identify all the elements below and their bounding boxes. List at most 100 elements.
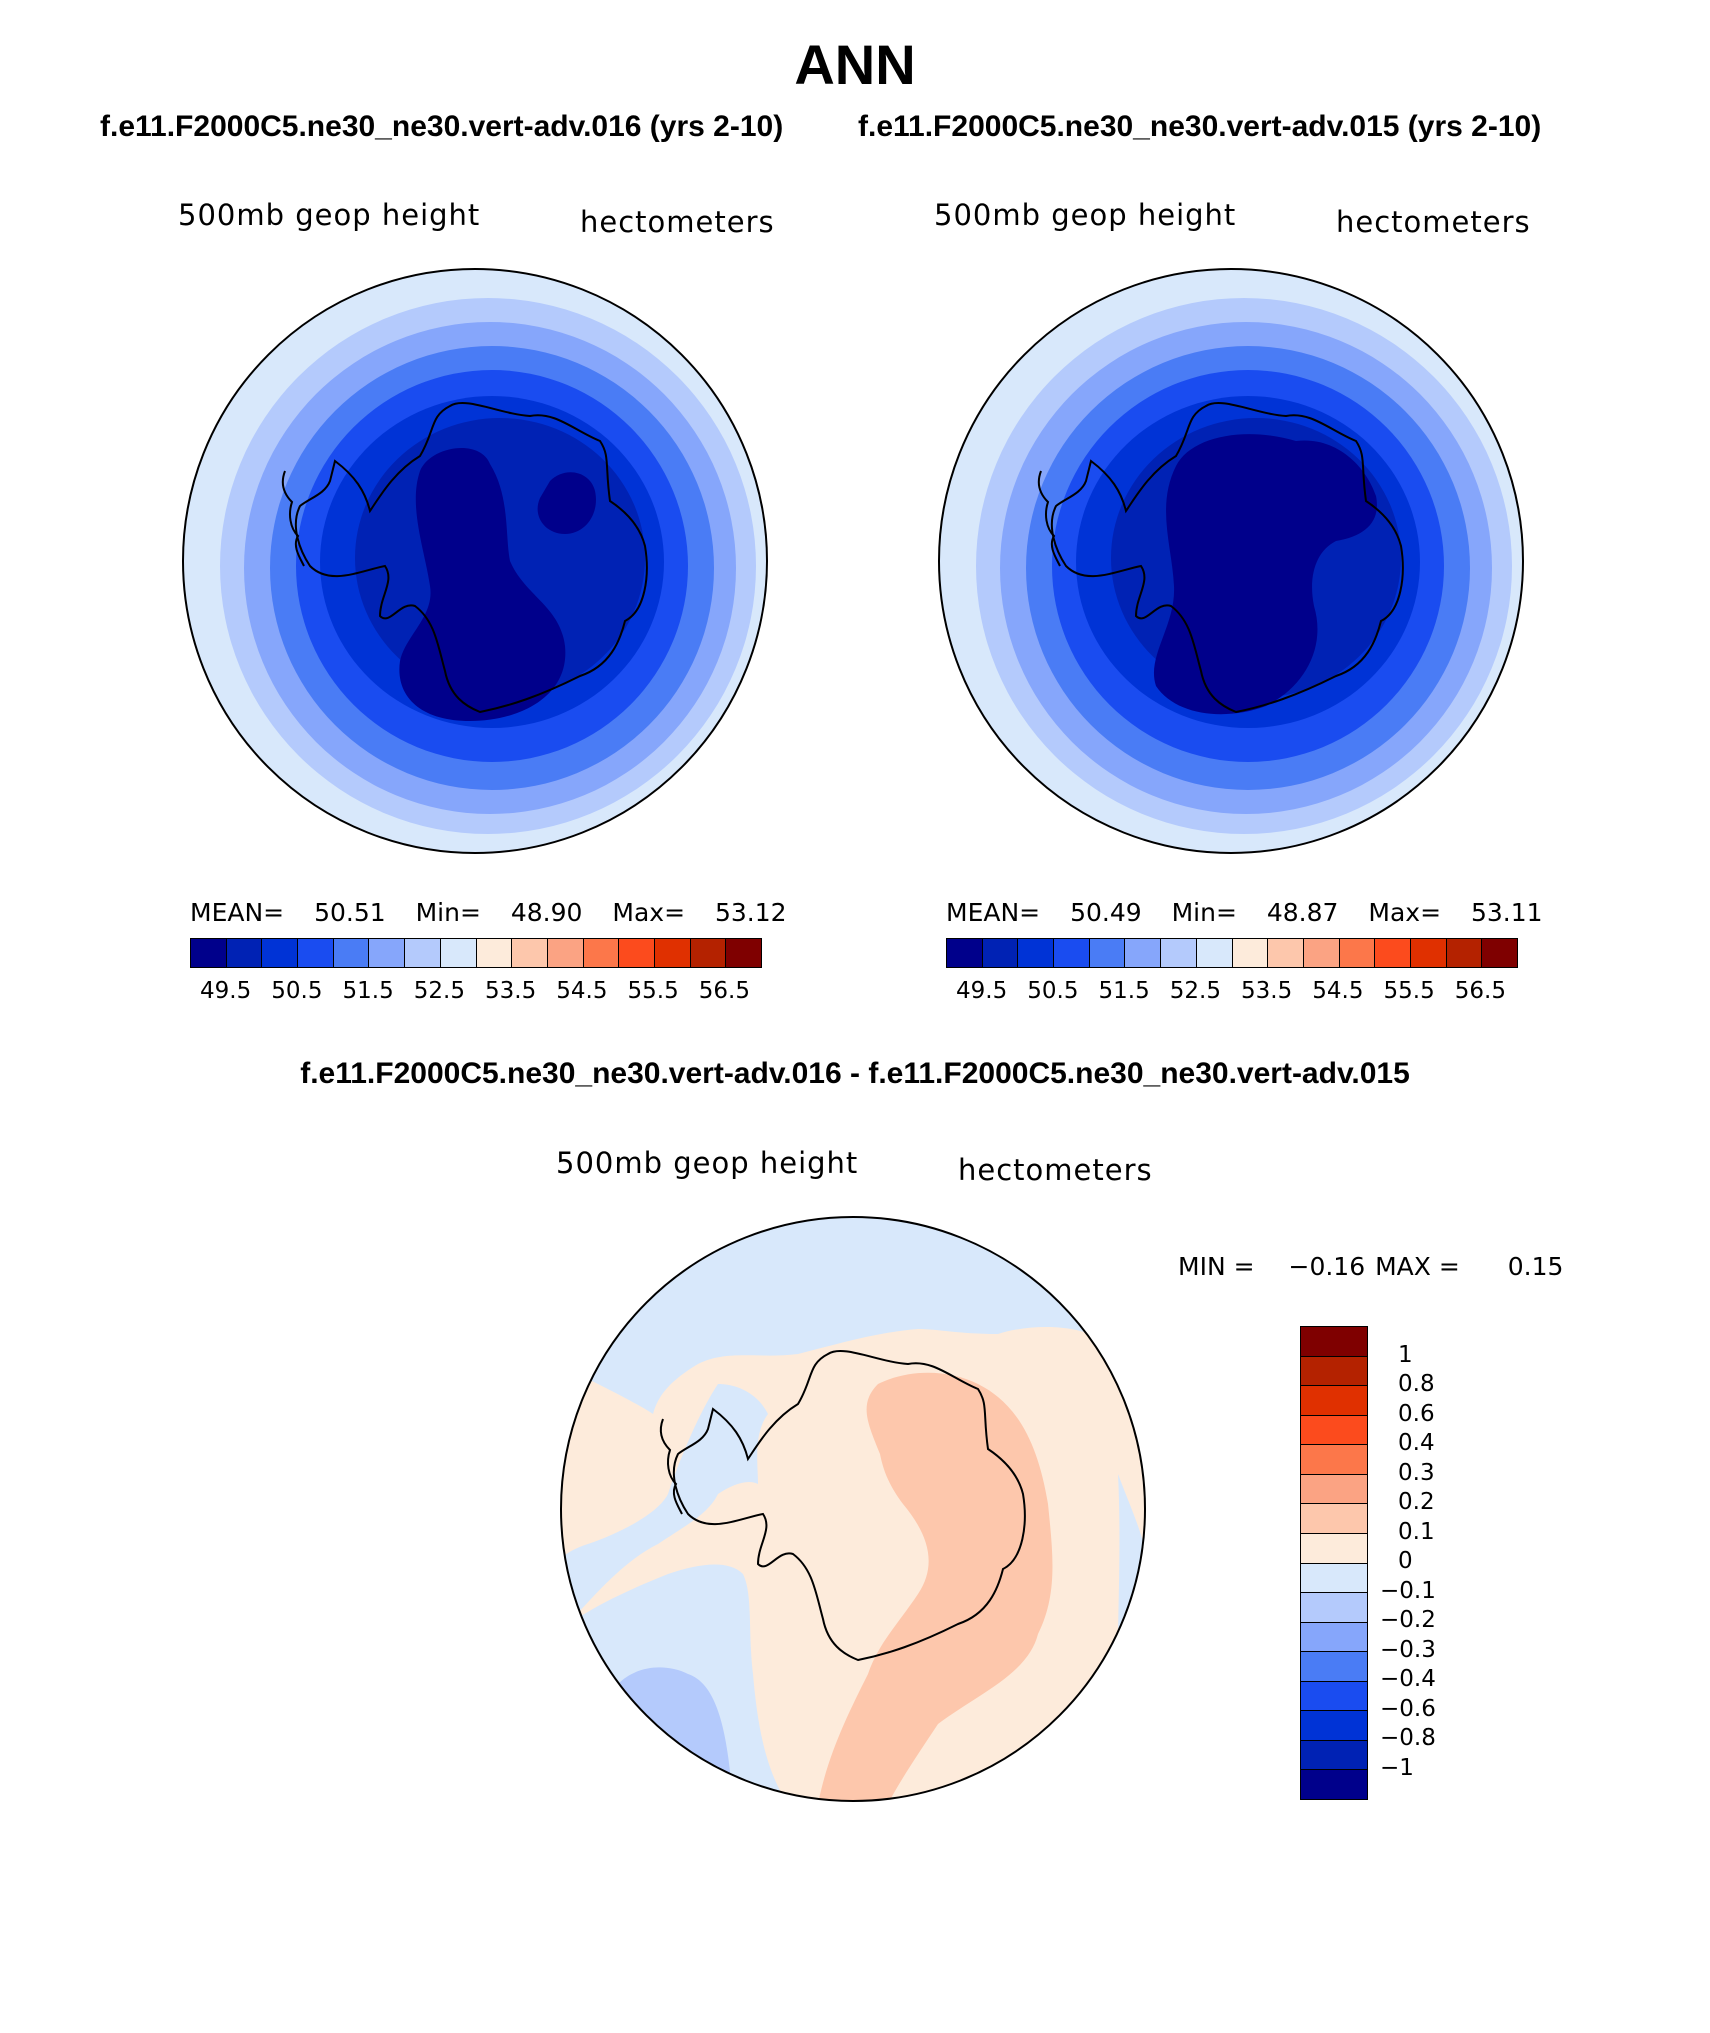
right-mean-label: MEAN=: [946, 898, 1041, 927]
right-colorbar-swatch: [1482, 939, 1517, 967]
left-colorbar-swatch: [226, 939, 263, 967]
diff-colorbar-tick-label: −0.2: [1380, 1607, 1436, 1633]
left-colorbar-tick-label: 50.5: [271, 978, 323, 1004]
right-max-value: 53.11: [1471, 898, 1543, 927]
left-colorbar-tick-label: 56.5: [698, 978, 750, 1004]
left-map-min-region: [537, 472, 596, 534]
left-colorbar-tick-label: 52.5: [413, 978, 465, 1004]
right-colorbar-tick-label: 53.5: [1241, 978, 1293, 1004]
right-colorbar-tick-label: 52.5: [1169, 978, 1221, 1004]
left-colorbar-labels: 49.5 50.5 51.5 52.5 53.5 54.5 55.5 56.5: [190, 978, 760, 1006]
left-colorbar-swatch: [690, 939, 727, 967]
diff-colorbar-swatch: [1301, 1415, 1367, 1446]
diff-colorbar-swatch: [1301, 1445, 1367, 1475]
diff-colorbar-swatch: [1301, 1327, 1367, 1357]
diff-variable-label: 500mb geop height: [556, 1146, 859, 1180]
left-colorbar-swatch: [512, 939, 548, 967]
right-map: [938, 268, 1524, 854]
right-antarctica-outline: [1050, 402, 1404, 714]
right-colorbar-swatch: [1339, 939, 1376, 967]
diff-colorbar-tick-label: −0.6: [1380, 1695, 1436, 1722]
left-colorbar-swatch: [191, 939, 227, 967]
diff-map-negative-region: [561, 1217, 1145, 1414]
diff-colorbar-swatch: [1301, 1622, 1367, 1653]
right-map-min-region: [1153, 434, 1377, 715]
diff-colorbar: [1300, 1326, 1368, 1800]
right-colorbar: [946, 938, 1518, 968]
diff-colorbar-tick-label: 0.4: [1398, 1430, 1435, 1456]
diff-map-negative-region: [561, 1384, 768, 1634]
left-colorbar-tick-label: 53.5: [485, 978, 537, 1004]
diff-map-border: [560, 1216, 1146, 1802]
right-colorbar-swatch: [1161, 939, 1197, 967]
right-min-label: Min=: [1171, 898, 1237, 927]
diff-colorbar-swatch: [1301, 1681, 1367, 1712]
diff-antarctica-outline: [672, 1350, 1026, 1662]
left-mean-label: MEAN=: [190, 898, 285, 927]
diff-units-label: hectometers: [958, 1153, 1153, 1187]
right-colorbar-labels: 49.5 50.5 51.5 52.5 53.5 54.5 55.5 56.5: [946, 978, 1516, 1006]
left-max-value: 53.12: [715, 898, 787, 927]
left-variable-label: 500mb geop height: [178, 198, 481, 232]
left-min-label: Min=: [415, 898, 481, 927]
left-max-label: Max=: [612, 898, 686, 927]
left-colorbar-tick-label: 54.5: [556, 978, 608, 1004]
diff-colorbar-tick-label: −0.4: [1380, 1666, 1436, 1692]
subtitle-right: f.e11.F2000C5.ne30_ne30.vert-adv.015 (yr…: [858, 110, 1542, 143]
diff-map-positive-region: [818, 1372, 1053, 1801]
figure-title: ANN: [794, 33, 916, 96]
diff-colorbar-swatch: [1301, 1593, 1367, 1623]
diff-colorbar-tick-label: −0.3: [1380, 1636, 1436, 1663]
right-colorbar-tick-label: 49.5: [956, 978, 1008, 1004]
right-peninsula-outline: [1037, 470, 1061, 567]
diff-peninsula-outline: [659, 1418, 683, 1515]
right-colorbar-tick-label: 50.5: [1027, 978, 1079, 1004]
right-stats: MEAN= 50.49 Min= 48.87 Max= 53.11: [946, 898, 1543, 927]
subtitle-left: f.e11.F2000C5.ne30_ne30.vert-adv.016 (yr…: [100, 110, 784, 143]
right-max-label: Max=: [1368, 898, 1442, 927]
right-colorbar-swatch: [1375, 939, 1411, 967]
diff-colorbar-swatch: [1301, 1711, 1367, 1741]
diff-map: [560, 1216, 1146, 1802]
diff-colorbar-tick-label: −0.8: [1380, 1725, 1436, 1751]
left-colorbar-swatch: [476, 939, 513, 967]
diff-colorbar-tick-label: 0.8: [1398, 1371, 1435, 1397]
left-colorbar: [190, 938, 762, 968]
right-min-value: 48.87: [1266, 898, 1339, 927]
diff-colorbar-tick-label: 0.2: [1398, 1489, 1435, 1515]
right-colorbar-tick-label: 54.5: [1312, 978, 1364, 1004]
left-colorbar-swatch: [405, 939, 441, 967]
left-units-label: hectometers: [580, 205, 775, 239]
right-mean-value: 50.49: [1070, 898, 1142, 927]
diff-minmax: MIN = −0.16 MAX = 0.15: [1178, 1252, 1563, 1281]
right-colorbar-tick-label: 56.5: [1454, 978, 1506, 1004]
right-colorbar-swatch: [1268, 939, 1304, 967]
left-stats: MEAN= 50.51 Min= 48.90 Max= 53.12: [190, 898, 787, 927]
left-peninsula-outline: [281, 470, 305, 567]
diff-colorbar-swatch: [1301, 1740, 1367, 1771]
diff-colorbar-tick-label: −1: [1380, 1754, 1414, 1781]
diff-colorbar-swatch: [1301, 1356, 1367, 1387]
diff-colorbar-swatch: [1301, 1770, 1367, 1799]
diff-colorbar-tick-label: 1: [1398, 1341, 1413, 1368]
diff-colorbar-swatch: [1301, 1563, 1367, 1594]
right-colorbar-swatch: [1446, 939, 1483, 967]
left-colorbar-tick-label: 51.5: [342, 978, 394, 1004]
right-colorbar-tick-label: 51.5: [1098, 978, 1150, 1004]
diff-colorbar-tick-label: 0: [1398, 1548, 1413, 1574]
left-colorbar-swatch: [440, 939, 477, 967]
right-colorbar-swatch: [1089, 939, 1126, 967]
right-colorbar-swatch: [947, 939, 983, 967]
left-colorbar-swatch: [619, 939, 655, 967]
right-colorbar-swatch: [1410, 939, 1447, 967]
right-colorbar-swatch: [1232, 939, 1269, 967]
diff-colorbar-swatch: [1301, 1386, 1367, 1416]
right-colorbar-swatch: [982, 939, 1019, 967]
left-colorbar-swatch: [583, 939, 620, 967]
left-colorbar-swatch: [298, 939, 334, 967]
diff-colorbar-swatch: [1301, 1504, 1367, 1534]
left-colorbar-swatch: [369, 939, 406, 967]
right-colorbar-swatch: [1054, 939, 1090, 967]
diff-colorbar-swatch: [1301, 1474, 1367, 1505]
left-colorbar-swatch: [262, 939, 299, 967]
